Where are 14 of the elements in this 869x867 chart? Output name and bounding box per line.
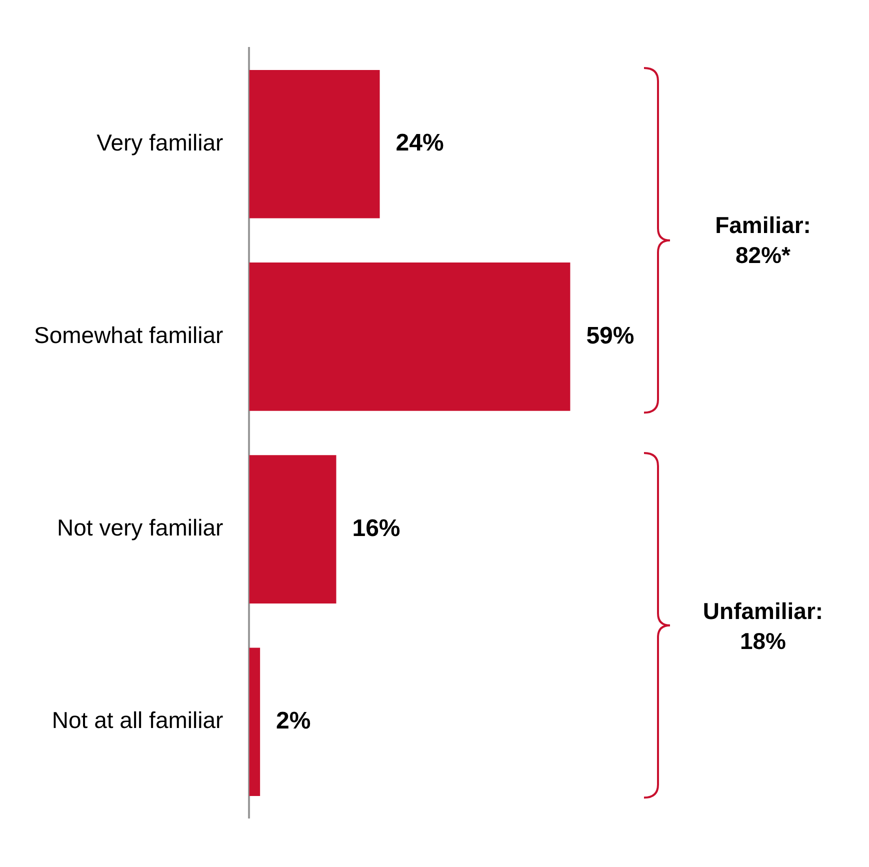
text: Familiar: 82%* [714,211,812,270]
bar [249,262,570,411]
y-tick-label: Not very familiar [57,514,224,541]
text: Unfamiliar: 18% [702,596,824,656]
data-label: 59% [586,322,634,350]
y-tick-label: Very familiar [96,129,224,156]
data-label: 16% [352,514,400,542]
bar [249,70,380,218]
y-tick-label: Somewhat familiar [34,322,224,348]
bar [249,455,336,604]
y-tick-label: Not at all familiar [52,707,224,734]
data-label: 2% [276,708,311,735]
data-label: 24% [396,130,444,157]
bar [249,648,260,796]
